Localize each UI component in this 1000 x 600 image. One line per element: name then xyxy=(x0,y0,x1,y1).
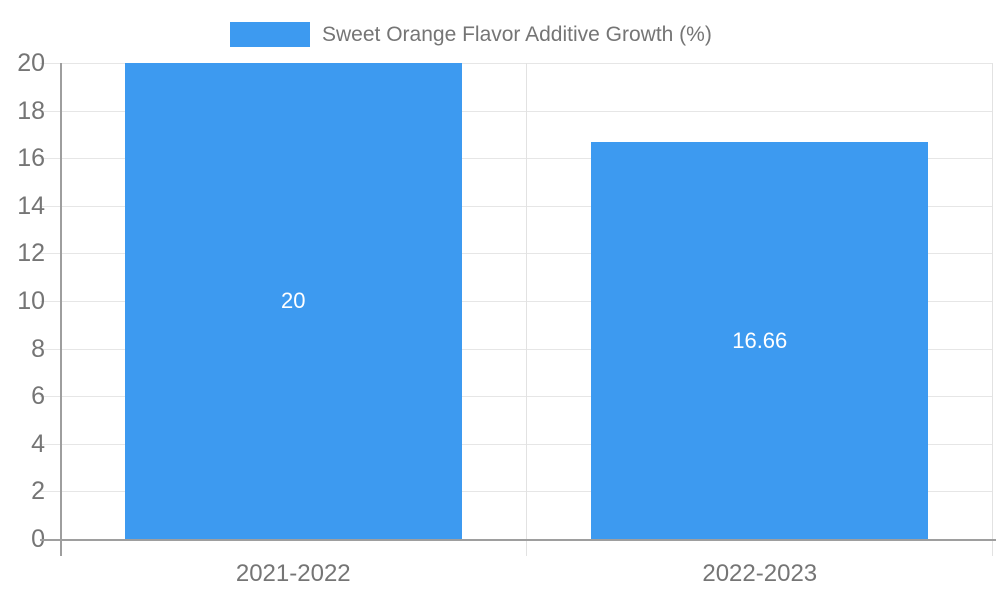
gridline-horizontal xyxy=(40,396,993,398)
gridline-horizontal xyxy=(40,491,993,493)
gridline-horizontal xyxy=(40,301,993,302)
bar-value-label: 16.66 xyxy=(732,327,788,353)
x-axis-tick-label: 2022-2023 xyxy=(702,560,818,587)
y-axis-tick-label: 18 xyxy=(17,96,45,125)
bar-value-label: 20 xyxy=(281,288,306,313)
y-axis-tick-label: 6 xyxy=(31,382,45,411)
y-axis-tick-label: 0 xyxy=(31,525,45,553)
legend: Sweet Orange Flavor Additive Growth (%) xyxy=(230,22,712,47)
x-axis-tick-label: 2021-2022 xyxy=(235,560,351,587)
y-axis-tick-label: 16 xyxy=(17,144,45,173)
gridline-vertical-middle xyxy=(526,63,527,556)
legend-swatch xyxy=(230,22,310,47)
gridline-horizontal xyxy=(40,205,993,207)
y-axis-tick-label: 12 xyxy=(17,239,45,268)
y-axis-tick-label: 20 xyxy=(17,49,45,77)
bar xyxy=(591,142,929,539)
legend-label: Sweet Orange Flavor Additive Growth (%) xyxy=(322,22,712,46)
x-axis-line xyxy=(40,539,996,541)
y-axis-line xyxy=(60,63,62,556)
gridline-horizontal xyxy=(40,158,993,160)
gridline-horizontal xyxy=(40,348,993,350)
y-axis-tick-label: 10 xyxy=(17,287,45,315)
y-axis-tick-label: 4 xyxy=(31,429,45,458)
gridline-horizontal xyxy=(40,110,993,112)
gridline-horizontal xyxy=(40,63,993,64)
y-axis-tick-label: 8 xyxy=(31,334,45,363)
y-axis-tick-label: 2 xyxy=(31,477,45,506)
y-axis-tick-label: 14 xyxy=(17,191,45,220)
gridline-horizontal xyxy=(40,443,993,445)
gridline-horizontal xyxy=(40,253,993,255)
gridline-vertical-right xyxy=(992,63,993,556)
bar xyxy=(124,63,462,539)
